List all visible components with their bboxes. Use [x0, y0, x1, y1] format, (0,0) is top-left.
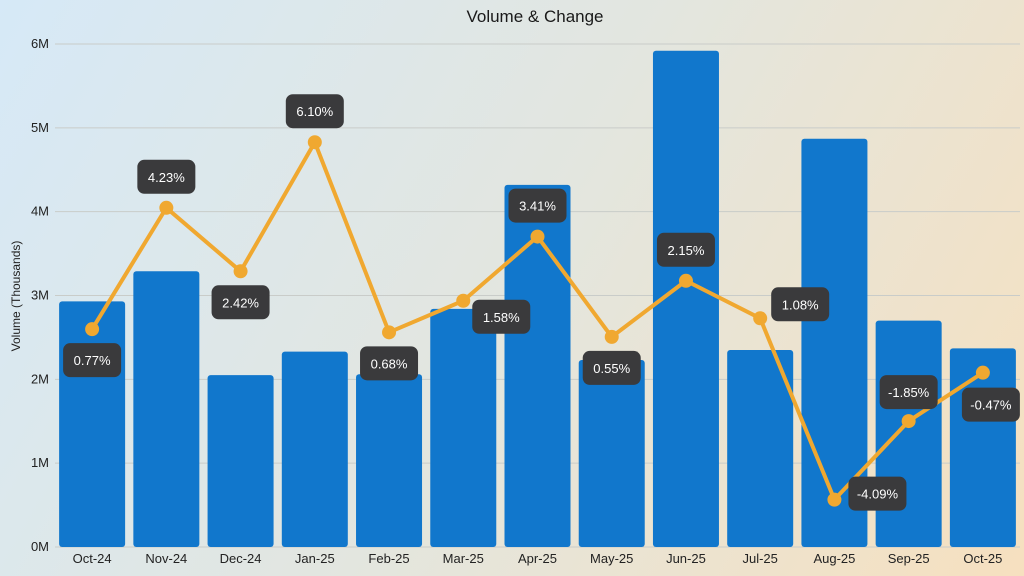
data-label-box: [472, 299, 531, 334]
data-label-box: [63, 343, 122, 378]
data-label: 2.15%: [656, 232, 715, 267]
bar: [578, 360, 645, 547]
data-label-text: 6.10%: [296, 104, 333, 119]
data-label-text: 1.08%: [782, 297, 819, 312]
data-label-box: [848, 476, 907, 511]
data-label-box: [360, 346, 419, 381]
data-label-text: 0.55%: [593, 361, 630, 376]
data-label-text: 3.41%: [519, 199, 556, 214]
line-point: [678, 273, 693, 288]
data-label-text: -4.09%: [857, 487, 899, 502]
y-axis-ticks: 0M 1M 2M 3M 4M 5M 6M: [31, 36, 49, 554]
line-point: [233, 264, 248, 279]
line-point: [382, 325, 397, 340]
x-tick-label: Aug-25: [813, 551, 855, 566]
x-tick-label: Nov-24: [145, 551, 187, 566]
data-label-text: 2.15%: [668, 243, 705, 258]
data-label-box: [656, 232, 715, 267]
line-point: [901, 414, 916, 429]
data-label: 2.42%: [211, 285, 270, 320]
y-axis-label: Volume (Thousands): [9, 241, 23, 352]
data-label: 6.10%: [285, 94, 344, 129]
bar: [356, 374, 423, 547]
bar: [652, 50, 719, 547]
bar: [281, 351, 348, 547]
line-point: [85, 322, 100, 337]
x-tick-label: Sep-25: [888, 551, 930, 566]
x-tick-label: Dec-24: [220, 551, 262, 566]
data-label: 0.68%: [360, 346, 419, 381]
x-axis-ticks: Oct-24 Nov-24 Dec-24 Jan-25 Feb-25 Mar-25 Apr-…: [73, 551, 1003, 566]
line-point: [456, 293, 471, 308]
line-point: [159, 200, 174, 215]
x-tick-label: Jan-25: [295, 551, 335, 566]
x-tick-label: May-25: [590, 551, 633, 566]
line-point: [827, 492, 842, 507]
data-label: 0.77%: [63, 343, 122, 378]
data-labels: 0.77% 4.23% 2.42% 6.10% 0.68% 1.58% 3.41% 0.55%…: [63, 94, 1020, 511]
data-label-box: [961, 387, 1020, 422]
line-point: [975, 365, 990, 380]
data-label: 3.41%: [508, 188, 567, 223]
data-label: 0.55%: [582, 350, 641, 385]
data-label-text: 2.42%: [222, 295, 259, 310]
bar: [133, 271, 200, 547]
x-tick-label: Jun-25: [666, 551, 706, 566]
data-label-box: [771, 287, 830, 322]
data-label-box: [508, 188, 567, 223]
x-tick-label: Oct-24: [73, 551, 112, 566]
line-point: [753, 311, 768, 326]
data-label: -0.47%: [961, 387, 1020, 422]
bar-series: [59, 50, 1016, 547]
data-label-text: 4.23%: [148, 170, 185, 185]
data-label: 4.23%: [137, 159, 196, 194]
y-tick-label: 1M: [31, 455, 49, 470]
line-point: [307, 135, 322, 150]
data-label: 1.08%: [771, 287, 830, 322]
y-tick-label: 5M: [31, 120, 49, 135]
data-label: -1.85%: [879, 375, 938, 410]
x-tick-label: Oct-25: [963, 551, 1002, 566]
line-point: [530, 229, 545, 244]
y-tick-label: 2M: [31, 371, 49, 386]
bar: [504, 184, 571, 547]
data-label-box: [879, 375, 938, 410]
x-tick-label: Feb-25: [368, 551, 409, 566]
x-tick-label: Apr-25: [518, 551, 557, 566]
y-tick-label: 3M: [31, 288, 49, 303]
data-label-box: [285, 94, 344, 129]
data-label-text: 0.68%: [371, 356, 408, 371]
x-tick-label: Mar-25: [443, 551, 484, 566]
data-label-box: [211, 285, 270, 320]
data-label: 1.58%: [472, 299, 531, 334]
data-label-text: 1.58%: [483, 310, 520, 325]
bar: [59, 301, 126, 547]
data-label-text: -0.47%: [970, 398, 1012, 413]
bar: [727, 349, 794, 547]
bar: [875, 320, 942, 547]
x-tick-label: Jul-25: [742, 551, 777, 566]
bar: [207, 375, 274, 547]
line-points: [85, 135, 990, 507]
data-label-text: 0.77%: [74, 353, 111, 368]
line-point: [604, 329, 619, 344]
bar: [801, 138, 868, 547]
data-label-box: [582, 350, 641, 385]
y-tick-label: 4M: [31, 204, 49, 219]
chart-title: Volume & Change: [466, 7, 603, 26]
data-label-box: [137, 159, 196, 194]
y-tick-label: 6M: [31, 36, 49, 51]
y-tick-label: 0M: [31, 539, 49, 554]
bar: [430, 308, 497, 547]
data-label-text: -1.85%: [888, 385, 930, 400]
data-label: -4.09%: [848, 476, 907, 511]
